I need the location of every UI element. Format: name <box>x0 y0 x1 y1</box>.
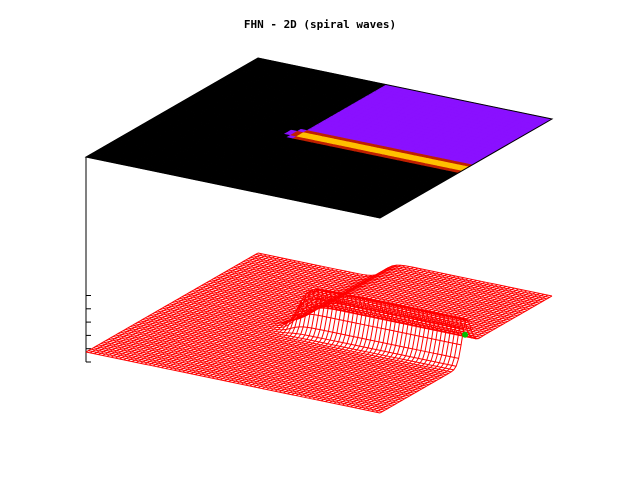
mesh-line-v <box>144 317 440 380</box>
mesh-line-v <box>213 277 508 322</box>
mesh-line-v <box>186 293 481 338</box>
mesh-line-v <box>201 285 496 330</box>
mesh-line-v <box>139 320 435 383</box>
mesh-line-v <box>203 283 499 328</box>
mesh-line-v <box>250 256 545 301</box>
mesh-line-v <box>211 279 506 324</box>
mesh-line-v <box>216 276 511 321</box>
mesh-line-v <box>252 255 548 300</box>
mesh-line-v <box>196 287 491 332</box>
mesh-line-v <box>90 348 386 411</box>
mesh-line-v <box>125 328 420 391</box>
mesh-line-v <box>243 260 538 305</box>
mesh-line-v <box>235 265 530 310</box>
mesh-line-v <box>105 340 400 403</box>
mesh-line-v <box>110 337 405 400</box>
mesh-line-v <box>255 253 550 298</box>
mesh-line-v <box>127 327 422 390</box>
mesh-line-v <box>149 314 444 377</box>
mesh-line-v <box>181 296 476 340</box>
mesh-line-v <box>238 263 533 308</box>
mesh-line-v <box>159 309 454 371</box>
mesh-line-v <box>245 259 540 304</box>
mesh-line-v <box>208 280 503 325</box>
mesh-line-v <box>171 288 467 325</box>
mesh-line-v <box>93 347 388 410</box>
mesh-line-v <box>108 338 403 401</box>
mesh-line-v <box>225 270 521 315</box>
mesh-line-v <box>223 272 518 317</box>
mesh-line-v <box>154 311 449 374</box>
mesh-line-v <box>184 294 479 340</box>
mesh-line-v <box>132 324 427 387</box>
mesh-line-v <box>152 313 447 376</box>
mesh-line-v <box>191 290 486 335</box>
mesh-line-v <box>257 252 553 297</box>
mesh-line-v <box>248 258 543 303</box>
mesh-line-v <box>233 266 528 311</box>
mesh-line-v <box>85 351 381 414</box>
mesh-line-v <box>240 262 535 307</box>
mesh-line-v <box>147 316 442 379</box>
mesh-line-v <box>135 323 430 386</box>
mesh-line-v <box>115 334 410 397</box>
mesh-line-v <box>122 330 417 393</box>
chart-title: FHN - 2D (spiral waves) <box>243 18 397 31</box>
mesh-line-v <box>164 306 459 359</box>
mesh-line-v <box>88 350 383 413</box>
mesh-line-v <box>112 335 408 398</box>
mesh-line-v <box>162 307 457 367</box>
mesh-line-v <box>189 292 484 337</box>
mesh-line-v <box>98 344 393 407</box>
mesh-line-v <box>137 321 432 384</box>
mesh-highlight <box>462 331 469 338</box>
mesh-line-v <box>157 310 452 373</box>
mesh-line-v <box>103 341 398 404</box>
mesh-line-v <box>142 318 437 381</box>
mesh-line-v <box>166 304 462 346</box>
mesh-line-v <box>230 268 526 313</box>
mesh-line-v <box>218 275 513 320</box>
mesh-line-v <box>198 286 494 331</box>
mesh-line-v <box>120 331 415 394</box>
mesh-line-v <box>95 345 390 408</box>
mesh-line-v <box>194 289 489 334</box>
mesh-line-v <box>130 326 425 389</box>
mesh-line-v <box>206 282 501 327</box>
mesh-line-v <box>221 273 516 318</box>
mesh-line-v <box>228 269 523 314</box>
mesh-line-v <box>100 343 395 406</box>
colormap-border <box>84 57 554 219</box>
mesh-line-v <box>117 333 413 396</box>
